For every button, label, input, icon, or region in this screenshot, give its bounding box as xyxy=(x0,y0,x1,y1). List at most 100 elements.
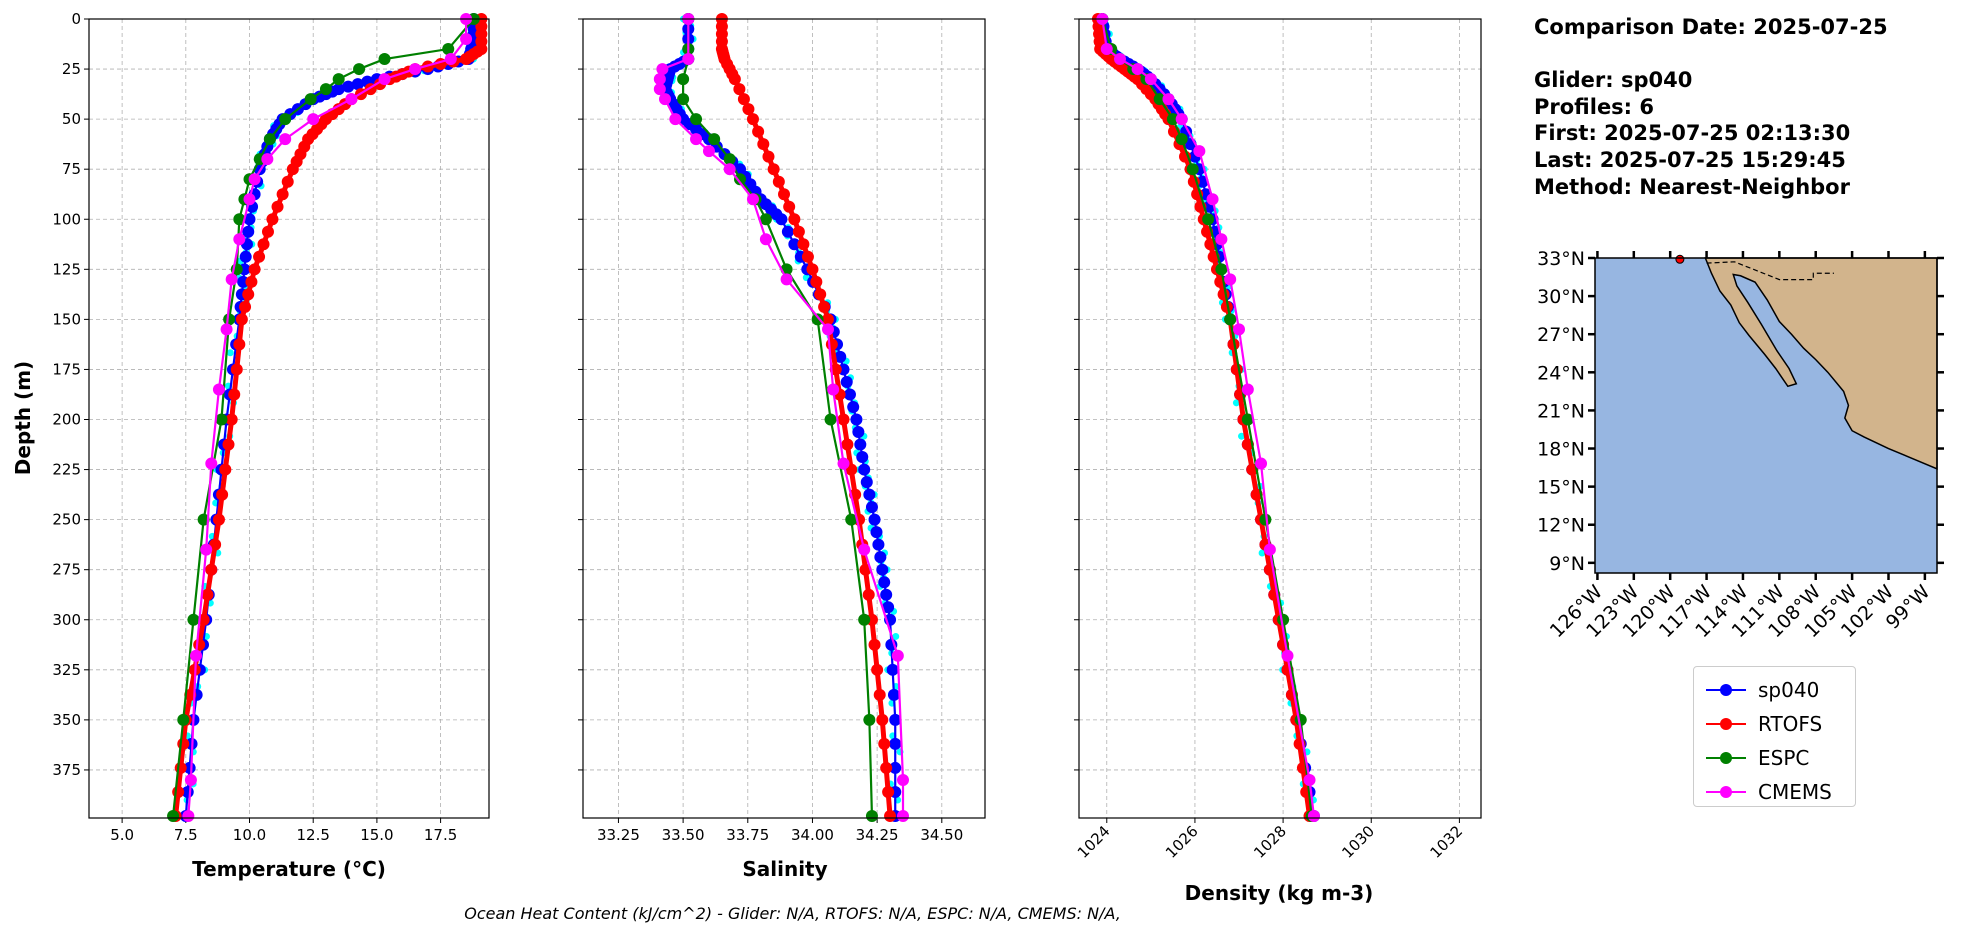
x-tick-label: 12.5 xyxy=(297,826,330,844)
data-point-rtofs xyxy=(792,225,805,238)
data-point-espc xyxy=(279,113,292,126)
info-line: First: 2025-07-25 02:13:30 xyxy=(1534,121,1851,146)
glider-location-marker xyxy=(1675,254,1685,264)
data-point-espc xyxy=(858,613,871,626)
axes-frame xyxy=(1078,18,1482,819)
data-point-cmems xyxy=(1193,145,1206,158)
data-point-cmems xyxy=(460,33,473,46)
data-point-sp040 xyxy=(860,476,873,489)
data-point-sp040 xyxy=(856,451,869,464)
x-tick-label: 33.25 xyxy=(597,826,640,844)
lat-tick-label: 12°N xyxy=(1537,515,1585,537)
panel-temperature: 5.0 7.5 10.0 12.5 15.0 17.5 0 25 50 75 100 125 150 17… xyxy=(11,10,490,881)
data-point-sp040 xyxy=(239,250,252,263)
info-line: Glider: sp040 xyxy=(1534,68,1693,93)
data-point-sp040 xyxy=(775,213,788,226)
data-point-cmems xyxy=(759,233,772,246)
data-point-rtofs xyxy=(193,638,206,651)
data-point-rtofs xyxy=(228,388,241,401)
info-line xyxy=(1534,41,1888,68)
data-point-rtofs xyxy=(225,413,238,426)
axes-frame xyxy=(582,18,986,819)
data-point-espc xyxy=(378,53,391,66)
y-tick-label: 75 xyxy=(62,160,81,178)
data-point-rtofs xyxy=(257,238,270,251)
data-point-cmems xyxy=(205,457,218,470)
data-point-espc xyxy=(223,313,236,326)
data-point-cmems xyxy=(233,233,246,246)
data-point-espc xyxy=(304,93,317,106)
data-point-cmems xyxy=(690,133,703,146)
series-line-rtofs xyxy=(1095,18,1313,817)
data-point-espc xyxy=(1186,163,1199,176)
profile-point xyxy=(1238,432,1246,440)
x-tick-label: 1030 xyxy=(1338,822,1378,862)
data-point-cmems xyxy=(858,543,871,556)
data-point-cmems xyxy=(827,383,840,396)
data-point-rtofs xyxy=(762,150,775,163)
data-point-rtofs xyxy=(201,588,214,601)
data-point-rtofs xyxy=(752,125,765,138)
data-point-espc xyxy=(1175,133,1188,146)
map-frame xyxy=(1594,257,1938,574)
data-point-sp040 xyxy=(834,350,847,363)
legend-label: ESPC xyxy=(1758,746,1810,770)
data-point-rtofs xyxy=(219,463,232,476)
data-point-cmems xyxy=(723,163,736,176)
lat-tick-label: 18°N xyxy=(1537,439,1585,461)
data-point-espc xyxy=(759,213,772,226)
data-point-cmems xyxy=(1303,773,1316,786)
data-point-espc xyxy=(167,809,180,822)
data-point-rtofs xyxy=(266,213,279,226)
data-point-espc xyxy=(215,413,228,426)
ohc-caption: Ocean Heat Content (kJ/cm^2) - Glider: N… xyxy=(464,904,1121,923)
data-point-rtofs xyxy=(276,188,289,201)
x-tick-label: 33.75 xyxy=(726,826,769,844)
y-tick-label: 175 xyxy=(52,360,81,378)
legend-label: sp040 xyxy=(1758,678,1820,702)
data-point-sp040 xyxy=(889,737,902,750)
data-point-rtofs xyxy=(797,238,810,251)
y-tick-label: 50 xyxy=(62,110,81,128)
data-point-rtofs xyxy=(230,363,243,376)
x-tick-label: 1028 xyxy=(1250,822,1290,862)
data-point-rtofs xyxy=(212,513,225,526)
data-point-cmems xyxy=(780,273,793,286)
data-point-sp040 xyxy=(882,601,895,614)
data-point-espc xyxy=(734,173,747,186)
data-point-cmems xyxy=(669,113,682,126)
y-axis-label: Depth (m) xyxy=(11,361,35,475)
data-point-sp040 xyxy=(887,688,900,701)
legend-marker xyxy=(1706,718,1746,730)
data-point-rtofs xyxy=(216,488,229,501)
comparison-info: Comparison Date: 2025-07-25 Glider: sp04… xyxy=(1534,14,1888,200)
x-tick-label: 10.0 xyxy=(233,826,266,844)
data-point-cmems xyxy=(656,63,669,76)
data-point-cmems xyxy=(378,73,391,86)
data-point-cmems xyxy=(1255,457,1268,470)
data-point-sp040 xyxy=(237,275,250,288)
data-point-sp040 xyxy=(852,426,865,439)
data-point-sp040 xyxy=(242,225,255,238)
series-line-rtofs xyxy=(719,19,893,817)
data-point-sp040 xyxy=(858,463,871,476)
data-point-cmems xyxy=(653,73,666,86)
data-point-rtofs xyxy=(172,785,185,798)
data-point-espc xyxy=(811,313,824,326)
data-point-rtofs xyxy=(880,761,893,774)
data-point-cmems xyxy=(190,649,203,662)
y-tick-label: 275 xyxy=(52,561,81,579)
data-point-espc xyxy=(1224,313,1237,326)
legend-marker xyxy=(1706,752,1746,764)
x-axis-label: Salinity xyxy=(742,857,827,881)
data-point-cmems xyxy=(821,323,834,336)
data-point-sp040 xyxy=(863,488,876,501)
data-point-sp040 xyxy=(886,663,899,676)
data-point-cmems xyxy=(1215,233,1228,246)
data-point-rtofs xyxy=(821,313,834,326)
data-point-sp040 xyxy=(788,238,801,251)
data-point-rtofs xyxy=(733,83,746,96)
data-point-sp040 xyxy=(868,513,881,526)
y-tick-label: 350 xyxy=(52,711,81,729)
data-point-espc xyxy=(319,83,332,96)
